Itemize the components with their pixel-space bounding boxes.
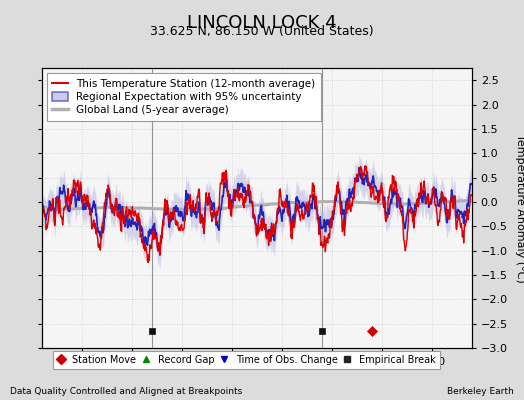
Text: LINCOLN LOCK 4: LINCOLN LOCK 4 bbox=[187, 14, 337, 32]
Legend: Station Move, Record Gap, Time of Obs. Change, Empirical Break: Station Move, Record Gap, Time of Obs. C… bbox=[53, 351, 440, 369]
Text: Data Quality Controlled and Aligned at Breakpoints: Data Quality Controlled and Aligned at B… bbox=[10, 387, 243, 396]
Text: Berkeley Earth: Berkeley Earth bbox=[447, 387, 514, 396]
Legend: This Temperature Station (12-month average), Regional Expectation with 95% uncer: This Temperature Station (12-month avera… bbox=[47, 73, 321, 120]
Y-axis label: Temperature Anomaly (°C): Temperature Anomaly (°C) bbox=[515, 134, 524, 282]
Text: 33.625 N, 86.150 W (United States): 33.625 N, 86.150 W (United States) bbox=[150, 25, 374, 38]
